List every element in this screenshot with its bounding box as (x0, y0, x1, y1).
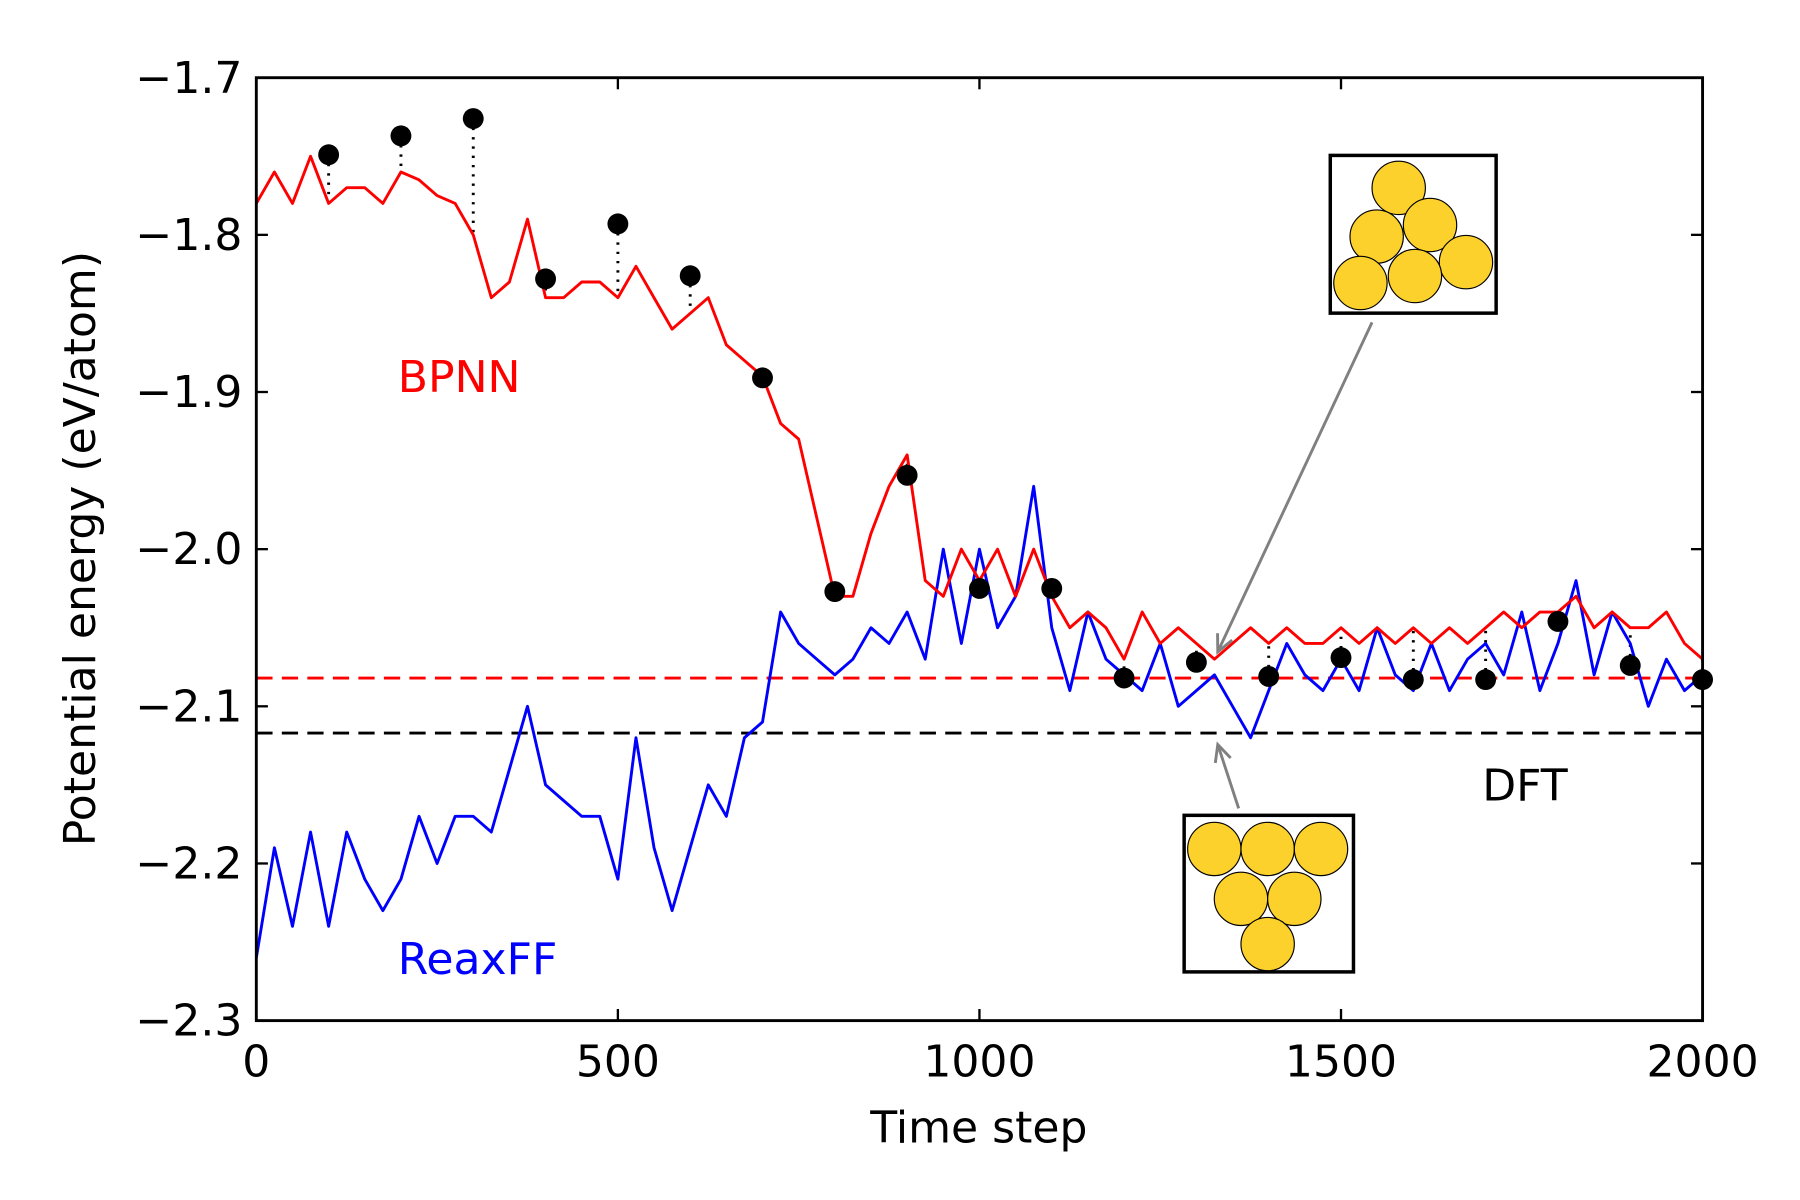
dft-point (1113, 667, 1135, 689)
x-tick-label: 2000 (1647, 1036, 1759, 1087)
dft-point (1185, 651, 1207, 673)
dft-point (896, 464, 918, 486)
dft-point (752, 367, 773, 389)
dft-point (318, 144, 340, 166)
series-label: BPNN (398, 352, 521, 403)
series-label: ReaxFF (398, 934, 558, 985)
arrow-head (1216, 633, 1234, 655)
atom (1267, 871, 1322, 927)
atom (1293, 821, 1349, 877)
dft-point (462, 108, 484, 130)
atom (1349, 209, 1404, 264)
y-tick-label: −2.1 (135, 681, 242, 732)
y-axis-label: Potential energy (eV/atom) (55, 251, 106, 846)
dft-point (390, 125, 412, 147)
series-label: DFT (1482, 760, 1568, 811)
x-tick-label: 500 (576, 1036, 660, 1087)
dft-point (679, 265, 701, 287)
dft-point (607, 213, 629, 235)
x-tick-label: 1500 (1285, 1036, 1397, 1087)
dft-point (535, 268, 557, 290)
arrow-head (1213, 741, 1232, 764)
dft-point (1330, 647, 1352, 669)
y-tick-label: −2.3 (135, 996, 242, 1047)
atom (1240, 916, 1295, 972)
dft-point (1475, 669, 1497, 691)
atom (1333, 255, 1388, 311)
dft-point (1258, 666, 1280, 687)
y-tick-label: −2.2 (135, 839, 242, 890)
atom (1387, 248, 1443, 304)
atom (1371, 160, 1426, 216)
y-tick-label: −1.8 (135, 210, 242, 261)
x-tick-label: 0 (242, 1036, 270, 1087)
dft-point (1402, 669, 1424, 691)
atom (1187, 821, 1242, 877)
dft-point (1547, 611, 1569, 632)
atom (1213, 871, 1269, 927)
y-tick-label: −2.0 (135, 524, 242, 575)
dft-point (824, 581, 846, 603)
atom (1240, 821, 1295, 877)
arrow (1216, 744, 1241, 809)
dft-point (969, 578, 990, 599)
x-tick-label: 1000 (923, 1036, 1035, 1087)
dft-point (1041, 578, 1063, 599)
x-axis-label: Time step (869, 1102, 1087, 1153)
y-tick-label: −1.9 (135, 367, 242, 418)
arrow (1216, 321, 1374, 653)
dft-point (1619, 655, 1641, 676)
atom (1438, 234, 1494, 290)
y-tick-label: −1.7 (135, 53, 242, 104)
series-line (256, 484, 1703, 958)
plot-frame (254, 76, 1705, 1023)
atom (1402, 197, 1458, 253)
